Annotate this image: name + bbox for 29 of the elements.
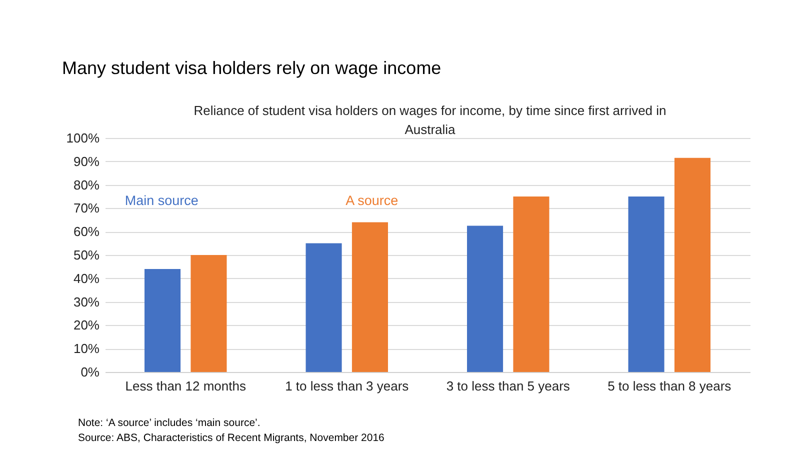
chart-title: Many student visa holders rely on wage income	[62, 58, 442, 79]
y-tick-label: 30%	[73, 294, 100, 310]
y-tick-label: 90%	[73, 154, 100, 169]
y-tick-label: 80%	[73, 177, 100, 192]
y-tick-label: 0%	[80, 364, 100, 380]
bar	[674, 158, 710, 372]
y-tick-label: 20%	[73, 318, 100, 333]
bar	[190, 255, 227, 372]
x-tick-label: Less than 12 months	[125, 378, 246, 394]
y-tick-label: 60%	[73, 224, 100, 240]
bar	[352, 222, 388, 372]
y-tick-label: 10%	[73, 341, 100, 356]
x-tick-label: 5 to less than 8 years	[608, 378, 732, 394]
x-tick-label: 1 to less than 3 years	[285, 378, 410, 394]
bar	[306, 243, 342, 372]
x-tick-label: 3 to less than 5 years	[446, 378, 570, 394]
y-tick-label: 100%	[66, 130, 100, 146]
bar	[628, 196, 664, 372]
bar	[467, 226, 504, 372]
series-label: A source	[346, 193, 398, 208]
source-note: Source: ABS, Characteristics of Recent Migrants, November 2016	[78, 431, 384, 446]
bar	[144, 269, 181, 372]
y-tick-label: 50%	[73, 248, 100, 262]
y-tick-label: 40%	[73, 270, 100, 286]
chart-subtitle: Reliance of student visa holders on wages for income, by time since first arrived in Australia	[192, 102, 668, 139]
bar	[513, 196, 550, 372]
y-tick-label: 70%	[73, 200, 100, 216]
text: Main source	[124, 193, 198, 208]
text: Note: ‘A source’ includes ‘main source’.	[78, 416, 262, 431]
